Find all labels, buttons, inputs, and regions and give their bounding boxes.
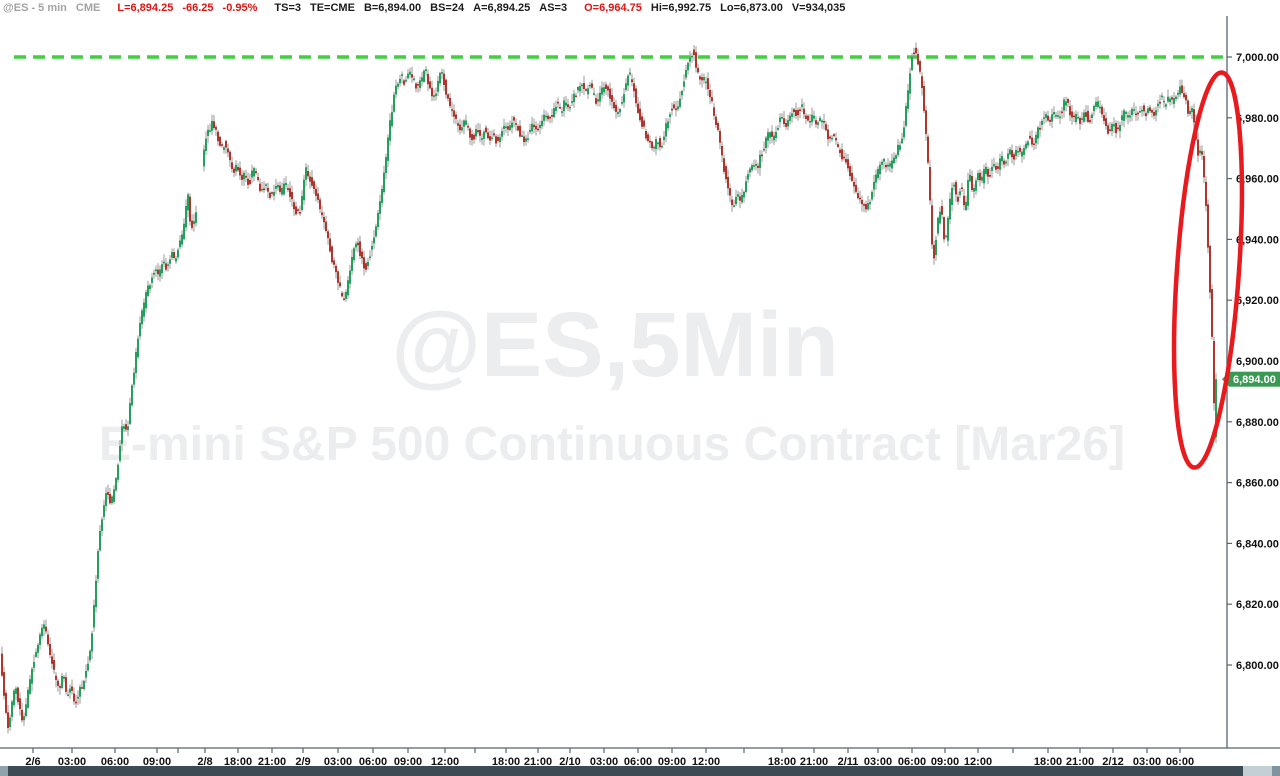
time-tick-label: 18:00: [492, 756, 520, 768]
time-tick-label: 2/6: [25, 756, 40, 768]
time-tick-label: 03:00: [864, 756, 892, 768]
quote-field: @ES - 5 min: [3, 2, 67, 14]
quote-field: Lo=6,873.00: [720, 2, 783, 14]
quote-field: V=934,035: [791, 2, 846, 14]
annotation-ellipse[interactable]: [1163, 70, 1252, 470]
time-tick-label: 06:00: [1166, 756, 1194, 768]
price-tick-label: 6,800.00: [1236, 660, 1279, 672]
time-tick-label: 06:00: [359, 756, 387, 768]
time-tick-label: 03:00: [324, 756, 352, 768]
time-tick-label: 21:00: [800, 756, 828, 768]
price-tick-label: 6,980.00: [1236, 113, 1279, 125]
price-tick-label: 6,880.00: [1236, 417, 1279, 429]
time-tick-label: 03:00: [1133, 756, 1161, 768]
quote-field: CME: [75, 2, 101, 14]
time-tick-label: 21:00: [258, 756, 286, 768]
price-tick-label: 6,820.00: [1236, 599, 1279, 611]
last-price-tag: [1229, 371, 1280, 387]
quote-field: O=6,964.75: [584, 2, 642, 14]
quote-field: A=6,894.25: [473, 2, 531, 14]
time-tick-label: 2/11: [838, 756, 859, 768]
time-tick-label: 09:00: [931, 756, 959, 768]
status-bar: [0, 766, 1280, 776]
time-tick-label: 06:00: [101, 756, 129, 768]
quote-field: -66.25: [182, 2, 214, 14]
time-tick-label: 09:00: [658, 756, 686, 768]
time-tick-label: 18:00: [768, 756, 796, 768]
time-tick-label: 12:00: [692, 756, 720, 768]
price-tick-label: 6,940.00: [1236, 234, 1279, 246]
quote-field: B=6,894.00: [363, 2, 422, 14]
quote-field: L=6,894.25: [117, 2, 174, 14]
time-tick-label: 18:00: [224, 756, 252, 768]
statusbar-right-segment: [1272, 766, 1280, 776]
quote-field: TE=CME: [310, 2, 355, 14]
last-price-tag-label: 6,894.00: [1233, 374, 1276, 386]
price-tick-label: 6,960.00: [1236, 174, 1279, 186]
time-tick-label: 21:00: [1066, 756, 1094, 768]
time-tick-label: 09:00: [143, 756, 171, 768]
time-tick-label: 03:00: [590, 756, 618, 768]
time-tick-label: 03:00: [58, 756, 86, 768]
time-tick-label: 06:00: [624, 756, 652, 768]
time-tick-label: 2/10: [559, 756, 580, 768]
quote-field: -0.95%: [222, 2, 258, 14]
horizontal-scrollbar-thumb[interactable]: [1243, 766, 1272, 776]
statusbar-left-stub: [0, 766, 8, 776]
quote-field: Hi=6,992.75: [650, 2, 712, 14]
time-tick-label: 2/8: [197, 756, 212, 768]
price-tick-label: 6,920.00: [1236, 295, 1279, 307]
time-tick-label: 12:00: [964, 756, 992, 768]
time-tick-label: 2/12: [1102, 756, 1123, 768]
quote-field: AS=3: [539, 2, 568, 14]
time-tick-label: 12:00: [431, 756, 459, 768]
time-tick-label: 06:00: [898, 756, 926, 768]
quote-field: TS=3: [274, 2, 301, 14]
watermark-symbol: @ES,5Min: [391, 294, 839, 396]
price-tick-label: 6,900.00: [1236, 356, 1279, 368]
price-tick-label: 6,840.00: [1236, 538, 1279, 550]
time-tick-label: 2/9: [295, 756, 310, 768]
quote-bar: @ES - 5 min CME L=6,894.25 -66.25 -0.95% TS=3…: [0, 0, 1280, 16]
time-tick-label: 21:00: [524, 756, 552, 768]
time-tick-label: 09:00: [394, 756, 422, 768]
price-tick-label: 7,000.00: [1236, 52, 1279, 64]
watermark-contract: E-mini S&P 500 Continuous Contract [Mar2…: [99, 418, 1125, 471]
quote-field: BS=24: [430, 2, 465, 14]
price-tick-label: 6,860.00: [1236, 478, 1279, 490]
time-tick-label: 18:00: [1034, 756, 1062, 768]
